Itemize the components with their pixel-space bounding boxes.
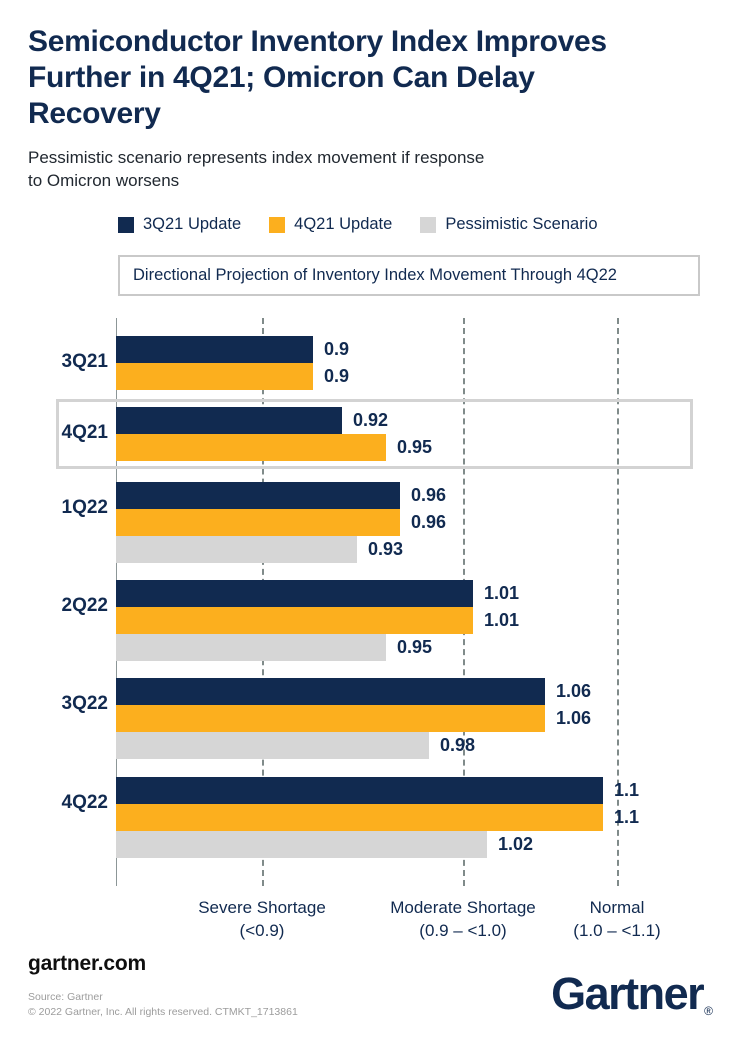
- x-axis-zone-label-severe: Severe Shortage (<0.9): [147, 896, 377, 942]
- bar-row: 0.96: [116, 482, 446, 509]
- bar-3q21-update: [116, 336, 313, 363]
- bar-group-4q21: 4Q21 0.92 0.95: [0, 407, 738, 461]
- bar-row: 0.96: [116, 509, 446, 536]
- copyright-line: © 2022 Gartner, Inc. All rights reserved…: [28, 1006, 298, 1018]
- bar-row: 1.01: [116, 607, 519, 634]
- bar-row: 1.1: [116, 804, 639, 831]
- bar-3q21-update: [116, 777, 603, 804]
- bar-group-3q22: 3Q22 1.06 1.06 0.98: [0, 678, 738, 759]
- bar-value-label: 1.1: [614, 780, 640, 800]
- bar-4q21-update: [116, 434, 386, 461]
- bar-value-label: 0.92: [353, 410, 389, 430]
- bar-row: 1.01: [116, 580, 519, 607]
- zone-label-text: Moderate Shortage: [390, 898, 536, 917]
- bar-value-label: 0.9: [324, 339, 350, 359]
- x-axis-zone-label-normal: Normal (1.0 – <1.1): [502, 896, 732, 942]
- bar-3q21-update: [116, 580, 473, 607]
- bar-group-1q22: 1Q22 0.96 0.96 0.93: [0, 482, 738, 563]
- zone-label-range: (0.9 – <1.0): [419, 921, 507, 940]
- legend-swatch-navy: [118, 216, 134, 233]
- bar-4q21-update: [116, 705, 545, 732]
- legend-item-4q21-update: 4Q21 Update: [269, 215, 392, 234]
- gartner-website-text: gartner.com: [28, 952, 147, 975]
- legend-label: Pessimistic Scenario: [445, 215, 598, 233]
- category-label-1q22: 1Q22: [61, 497, 108, 518]
- x-axis-zone-label-moderate: Moderate Shortage (0.9 – <1.0): [348, 896, 578, 942]
- legend-item-3q21-update: 3Q21 Update: [118, 215, 241, 234]
- bar-group-2q22: 2Q22 1.01 1.01 0.95: [0, 580, 738, 661]
- bar-row: 0.95: [116, 634, 432, 661]
- bar-pessimistic-scenario: [116, 831, 487, 858]
- gartner-logo: Gartner®: [551, 968, 713, 1020]
- page-title: Semiconductor Inventory Index Improves F…: [28, 25, 607, 130]
- bar-value-label: 1.02: [498, 834, 534, 854]
- bar-value-label: 0.93: [368, 539, 404, 559]
- highlighted-row-box-4q21: [56, 399, 693, 469]
- bar-4q21-update: [116, 509, 400, 536]
- bar-4q21-update: [116, 804, 603, 831]
- gartner-logo-text: Gartner: [551, 968, 705, 1019]
- source-attribution: Source: Gartner © 2022 Gartner, Inc. All…: [28, 990, 298, 1020]
- bar-chart: 3Q21 0.9 0.9 4Q21 0.92 0.95 1Q22 0.96 0.96 0.93 2Q…: [0, 318, 738, 943]
- gridline-normal-boundary: [617, 318, 619, 886]
- bar-value-label: 0.96: [411, 485, 447, 505]
- bar-group-4q22: 4Q22 1.1 1.1 1.02: [0, 777, 738, 858]
- category-label-4q21: 4Q21: [61, 422, 108, 443]
- bar-value-label: 0.98: [440, 735, 476, 755]
- page-subtitle: Pessimistic scenario represents index mo…: [28, 148, 485, 190]
- legend-swatch-gray: [420, 216, 437, 233]
- zone-label-range: (1.0 – <1.1): [573, 921, 661, 940]
- chart-legend: 3Q21 Update 4Q21 Update Pessimistic Scen…: [118, 215, 598, 234]
- legend-label: 3Q21 Update: [143, 215, 242, 233]
- legend-item-pessimistic-scenario: Pessimistic Scenario: [420, 215, 598, 234]
- bar-value-label: 1.1: [614, 807, 640, 827]
- bar-pessimistic-scenario: [116, 536, 357, 563]
- bar-row: 0.93: [116, 536, 403, 563]
- bar-row: 1.1: [116, 777, 639, 804]
- bar-row: 0.95: [116, 434, 432, 461]
- bar-4q21-update: [116, 607, 473, 634]
- bar-value-label: 0.95: [397, 437, 433, 457]
- bar-row: 1.02: [116, 831, 533, 858]
- bar-group-3q21: 3Q21 0.9 0.9: [0, 336, 738, 390]
- projection-callout-box: Directional Projection of Inventory Inde…: [118, 255, 700, 296]
- zone-label-range: (<0.9): [239, 921, 285, 940]
- bar-value-label: 1.06: [556, 681, 592, 701]
- bar-row: 0.9: [116, 336, 349, 363]
- category-label-4q22: 4Q22: [61, 792, 108, 813]
- category-label-2q22: 2Q22: [61, 595, 108, 616]
- source-line: Source: Gartner: [28, 991, 103, 1003]
- legend-swatch-orange: [269, 216, 286, 233]
- category-label-3q22: 3Q22: [61, 693, 108, 714]
- bar-pessimistic-scenario: [116, 634, 386, 661]
- bar-value-label: 1.06: [556, 708, 592, 728]
- bar-row: 0.92: [116, 407, 388, 434]
- bar-3q21-update: [116, 678, 545, 705]
- bar-value-label: 0.95: [397, 637, 433, 657]
- bar-value-label: 0.9: [324, 366, 350, 386]
- legend-label: 4Q21 Update: [294, 215, 393, 233]
- bar-row: 0.98: [116, 732, 475, 759]
- bar-value-label: 1.01: [484, 583, 520, 603]
- bar-row: 0.9: [116, 363, 349, 390]
- zone-label-text: Severe Shortage: [198, 898, 326, 917]
- bar-row: 1.06: [116, 678, 591, 705]
- bar-3q21-update: [116, 482, 400, 509]
- bar-row: 1.06: [116, 705, 591, 732]
- bar-value-label: 1.01: [484, 610, 520, 630]
- zone-label-text: Normal: [589, 898, 645, 917]
- registered-trademark-icon: ®: [704, 1004, 713, 1018]
- category-label-3q21: 3Q21: [61, 351, 108, 372]
- bar-pessimistic-scenario: [116, 732, 429, 759]
- bar-3q21-update: [116, 407, 342, 434]
- bar-4q21-update: [116, 363, 313, 390]
- bar-value-label: 0.96: [411, 512, 447, 532]
